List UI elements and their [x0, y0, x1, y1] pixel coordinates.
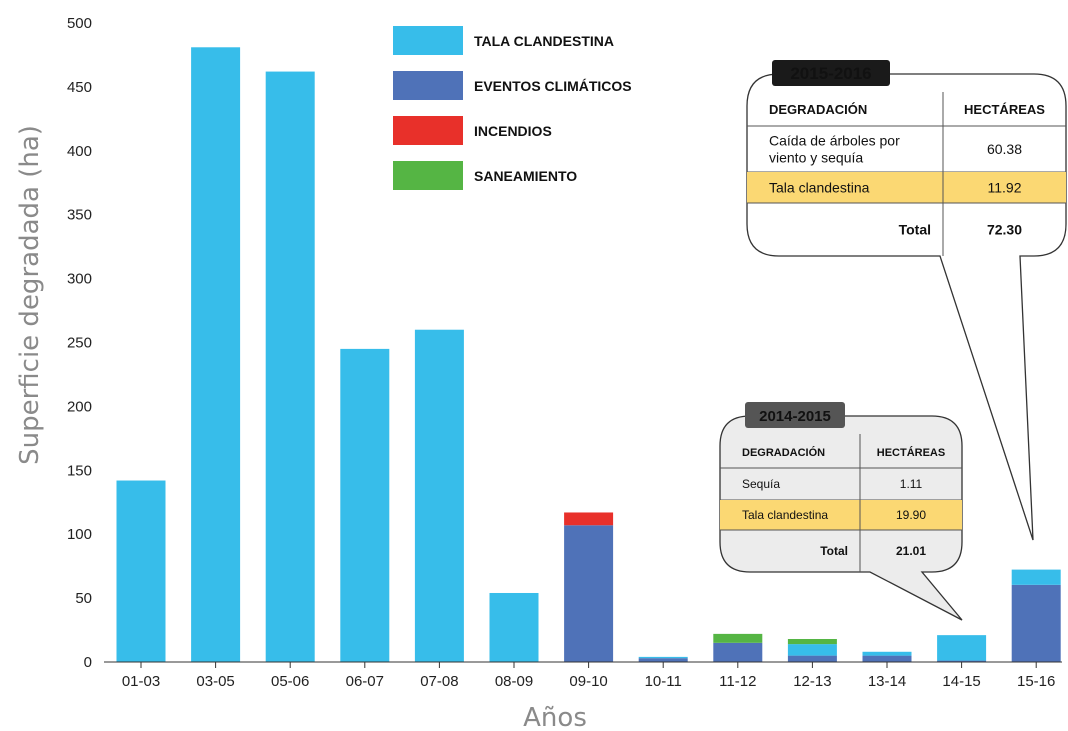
- bar-segment: [638, 658, 688, 662]
- table-row-label: Sequía: [742, 477, 780, 491]
- table-total-label: Total: [899, 221, 931, 237]
- x-tick-label: 09-10: [569, 673, 607, 690]
- legend-swatch: [393, 161, 463, 190]
- bar-segment: [191, 47, 241, 663]
- bar-segment: [787, 638, 837, 645]
- x-tick-label: 07-08: [420, 673, 458, 690]
- table-total-label: Total: [820, 544, 848, 558]
- y-tick-label: 50: [75, 590, 92, 607]
- table-header: HECTÁREAS: [877, 446, 945, 459]
- y-tick-label: 150: [67, 462, 92, 479]
- legend-label: EVENTOS CLIMÁTICOS: [474, 78, 632, 94]
- bar-segment: [489, 592, 539, 662]
- bar-segment: [564, 525, 614, 662]
- callout-2015-2016: 2015-2016 DEGRADACIÓN HECTÁREAS Caída de ár…: [746, 60, 1067, 541]
- table-row-value: 11.92: [988, 179, 1022, 195]
- legend-swatch: [393, 71, 463, 100]
- bar-segment: [340, 348, 390, 662]
- bar-segment: [787, 644, 837, 656]
- y-tick-label: 250: [67, 335, 92, 352]
- bar-segment: [713, 642, 763, 662]
- row-highlight: [747, 172, 1066, 203]
- table-header: HECTÁREAS: [964, 102, 1045, 117]
- bar-segment: [862, 651, 912, 656]
- bar-segment: [1011, 569, 1061, 585]
- x-tick-label: 06-07: [346, 673, 384, 690]
- table-row-label: Tala clandestina: [769, 179, 870, 195]
- row-highlight: [720, 500, 962, 530]
- x-tick-label: 03-05: [196, 673, 234, 690]
- table-header: DEGRADACIÓN: [742, 446, 825, 459]
- bar-segment: [713, 633, 763, 643]
- y-tick-label: 400: [67, 143, 92, 160]
- bar-segment: [862, 655, 912, 662]
- x-tick-label: 10-11: [645, 673, 682, 690]
- y-tick-label: 450: [67, 79, 92, 96]
- legend-label: SANEAMIENTO: [474, 168, 577, 184]
- bar-segment: [638, 656, 688, 659]
- table-total-value: 21.01: [896, 544, 926, 558]
- y-tick-label: 300: [67, 271, 92, 288]
- y-tick-label: 0: [84, 654, 92, 671]
- x-tick-label: 05-06: [271, 673, 309, 690]
- bar-segment: [937, 635, 987, 661]
- bars: [116, 47, 1061, 663]
- x-tick-label: 01-03: [122, 673, 160, 690]
- x-axis: 01-03 03-05 05-06 06-07 07-08 08-09 09-10 10-11…: [104, 661, 1062, 690]
- callout-title: 2014-2015: [759, 408, 831, 425]
- y-axis: 0 50 100 150 200 250 300 350 400 450 500: [67, 15, 92, 671]
- y-tick-label: 100: [67, 526, 92, 543]
- bar-segment: [414, 329, 464, 662]
- callout-title-tag: [772, 60, 890, 86]
- y-tick-label: 200: [67, 398, 92, 415]
- legend-label: INCENDIOS: [474, 123, 552, 139]
- callout-title: 2015-2016: [790, 64, 871, 83]
- table-total-value: 72.30: [987, 221, 1022, 237]
- x-tick-label: 13-14: [868, 673, 906, 690]
- y-tick-label: 500: [67, 15, 92, 32]
- legend: TALA CLANDESTINA EVENTOS CLIMÁTICOS INCEND…: [393, 26, 632, 190]
- x-tick-label: 12-13: [793, 673, 831, 690]
- callout-2014-2015: 2014-2015 DEGRADACIÓN HECTÁREAS Sequía 1.11 T…: [719, 402, 963, 621]
- table-row-label: Caída de árboles por viento y sequía: [769, 132, 900, 165]
- x-axis-title: Años: [523, 703, 587, 731]
- bar-segment: [1011, 584, 1061, 662]
- legend-swatch: [393, 26, 463, 55]
- x-tick-label: 08-09: [495, 673, 533, 690]
- table-row-value: 1.11: [900, 477, 923, 491]
- table-row-value: 19.90: [896, 508, 926, 522]
- bar-segment: [116, 480, 166, 662]
- bar-segment: [787, 655, 837, 662]
- legend-label: TALA CLANDESTINA: [474, 33, 614, 49]
- x-tick-label: 11-12: [719, 673, 756, 690]
- bar-segment: [937, 660, 987, 662]
- x-tick-label: 15-16: [1017, 673, 1055, 690]
- callouts: 2015-2016 DEGRADACIÓN HECTÁREAS Caída de ár…: [719, 60, 1067, 621]
- legend-swatch: [393, 116, 463, 145]
- table-row-label: Tala clandestina: [742, 508, 828, 522]
- y-axis-title: Superficie degradada (ha): [15, 125, 45, 465]
- y-tick-label: 350: [67, 207, 92, 224]
- callout-title-tag: [745, 402, 845, 428]
- bar-segment: [564, 512, 614, 526]
- table-row-value: 60.38: [987, 141, 1022, 157]
- table-header: DEGRADACIÓN: [769, 102, 867, 117]
- bar-segment: [265, 71, 315, 662]
- x-tick-label: 14-15: [942, 673, 980, 690]
